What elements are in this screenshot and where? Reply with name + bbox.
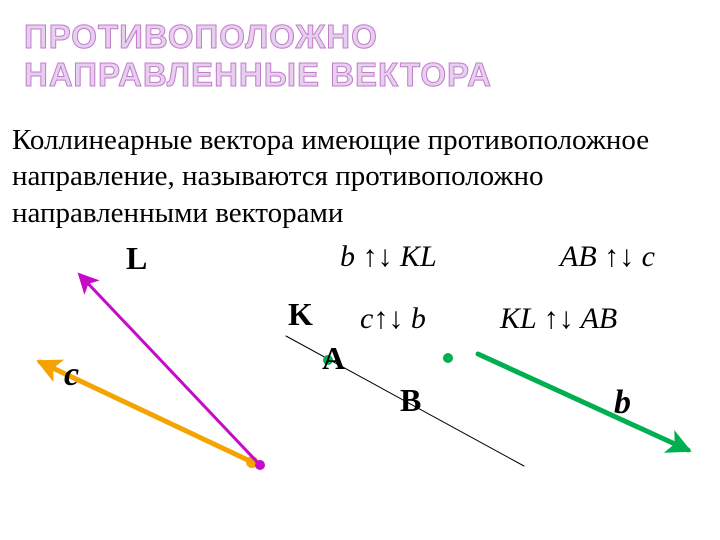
dot-K	[255, 460, 265, 470]
dot-B	[443, 353, 453, 363]
relation-0: b ↑↓ KL	[340, 240, 437, 274]
vector-b	[478, 354, 688, 450]
label-L: L	[126, 240, 147, 277]
label-b: b	[614, 384, 631, 422]
vector-KL	[80, 275, 260, 465]
definition-text: Коллинеарные вектора имеющие противополо…	[12, 122, 708, 231]
label-c: c	[64, 356, 79, 394]
relation-2: c↑↓ b	[360, 302, 426, 336]
label-A: A	[322, 340, 345, 377]
relation-3: KL ↑↓ AB	[500, 302, 617, 336]
label-B: B	[400, 382, 421, 419]
label-K: K	[288, 296, 313, 333]
slide: ПРОТИВОПОЛОЖНОНАПРАВЛЕННЫЕ ВЕКТОРА Колли…	[0, 0, 720, 540]
dot-c-tail	[246, 456, 258, 468]
relation-1: AB ↑↓ c	[560, 240, 655, 274]
slide-title: ПРОТИВОПОЛОЖНОНАПРАВЛЕННЫЕ ВЕКТОРА	[24, 18, 492, 94]
